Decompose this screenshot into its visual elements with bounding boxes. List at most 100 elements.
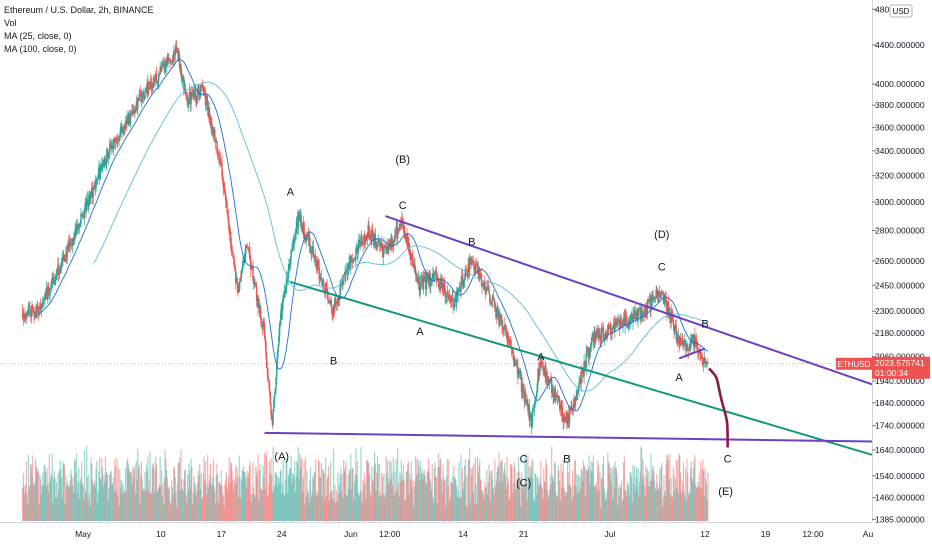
- candle-body: [137, 98, 139, 109]
- candle-body: [502, 325, 504, 331]
- volume-bar: [162, 483, 164, 521]
- candle-body: [255, 284, 257, 286]
- candle-body: [276, 352, 279, 364]
- candle-body: [239, 277, 241, 283]
- candle-body: [543, 373, 546, 376]
- volume-bar: [580, 467, 582, 521]
- volume-bar: [525, 457, 528, 521]
- volume-bar: [519, 478, 521, 521]
- candle-body: [232, 256, 235, 260]
- volume-bar: [127, 457, 129, 521]
- volume-bar: [306, 470, 308, 521]
- volume-bar: [584, 465, 586, 521]
- volume-bar: [379, 492, 381, 521]
- candle-body: [252, 266, 254, 280]
- trendline-upper: [385, 215, 873, 386]
- volume-bar: [199, 488, 202, 521]
- volume-bar: [292, 474, 294, 521]
- price-tick-label: 4000.000000: [875, 79, 925, 89]
- candle-body: [172, 60, 174, 61]
- volume-bar: [81, 461, 83, 521]
- candle-body: [592, 333, 595, 343]
- volume-bar: [96, 460, 98, 521]
- candle-body: [560, 404, 562, 416]
- volume-bar: [510, 464, 512, 521]
- candle-body: [524, 393, 526, 402]
- candle-body: [316, 266, 318, 268]
- candle-body: [525, 399, 528, 404]
- volume-bar: [505, 475, 507, 521]
- volume-bar: [696, 487, 698, 521]
- candle-body: [336, 302, 338, 304]
- volume-bar: [193, 476, 195, 521]
- volume-bar: [344, 471, 346, 521]
- volume-bar: [368, 463, 370, 521]
- candle-body: [457, 292, 459, 295]
- volume-bar: [687, 495, 690, 521]
- volume-bar: [121, 493, 123, 521]
- volume-bar: [369, 492, 371, 521]
- candle-body: [597, 329, 599, 333]
- candle-body: [473, 269, 476, 272]
- candle-body: [412, 265, 415, 267]
- volume-bar: [550, 484, 552, 521]
- candle-body: [82, 215, 84, 217]
- price-tick-label: 2060.000000: [875, 351, 925, 361]
- volume-bar: [638, 495, 640, 521]
- volume-bar: [330, 491, 333, 521]
- candle-body: [497, 313, 500, 318]
- candle-body: [515, 362, 518, 364]
- volume-bar: [353, 499, 355, 521]
- volume-bar: [228, 457, 230, 521]
- volume-bar: [196, 482, 199, 521]
- candle-body: [431, 278, 433, 281]
- candle-body: [304, 235, 306, 237]
- volume-bar: [584, 496, 587, 521]
- candle-body: [551, 386, 554, 393]
- candle-body: [118, 139, 120, 141]
- volume-bar: [676, 487, 678, 521]
- candle-body: [400, 223, 402, 227]
- candle-body: [653, 297, 655, 300]
- volume-bar: [207, 487, 209, 521]
- candle-body: [519, 370, 521, 376]
- candle-body: [181, 79, 184, 82]
- candle-body: [541, 361, 544, 366]
- volume-bar: [174, 477, 176, 521]
- volume-bar: [294, 461, 296, 521]
- candle-body: [420, 278, 423, 282]
- candle-body: [497, 308, 499, 318]
- candle-body: [95, 184, 97, 188]
- volume-bar: [548, 490, 551, 521]
- candle-body: [658, 292, 661, 294]
- volume-bar: [535, 494, 538, 521]
- candle-body: [579, 379, 581, 383]
- volume-bar: [525, 477, 527, 521]
- volume-bar: [139, 502, 141, 521]
- candle-body: [275, 377, 277, 389]
- volume-bar: [381, 476, 384, 521]
- volume-bar: [337, 472, 339, 521]
- candle-body: [502, 330, 505, 331]
- price-tag-value: 2023.575741: [875, 358, 925, 368]
- candle-body: [334, 299, 336, 309]
- volume-bar: [574, 461, 576, 521]
- volume-bar: [384, 493, 387, 521]
- volume-bar: [388, 477, 390, 521]
- volume-bar: [255, 471, 258, 521]
- candle-body: [681, 337, 683, 345]
- volume-bar: [213, 486, 215, 521]
- volume-bar: [338, 494, 340, 521]
- candle-body: [648, 300, 650, 302]
- candle-body: [32, 305, 34, 312]
- volume-bar: [311, 493, 313, 521]
- candle-body: [555, 394, 557, 401]
- candle-body: [651, 296, 653, 302]
- volume-bar: [599, 472, 601, 521]
- candle-body: [62, 255, 64, 261]
- candle-body: [600, 328, 603, 341]
- candle-body: [553, 388, 556, 397]
- volume-bar: [27, 454, 30, 521]
- candle-body: [263, 323, 265, 326]
